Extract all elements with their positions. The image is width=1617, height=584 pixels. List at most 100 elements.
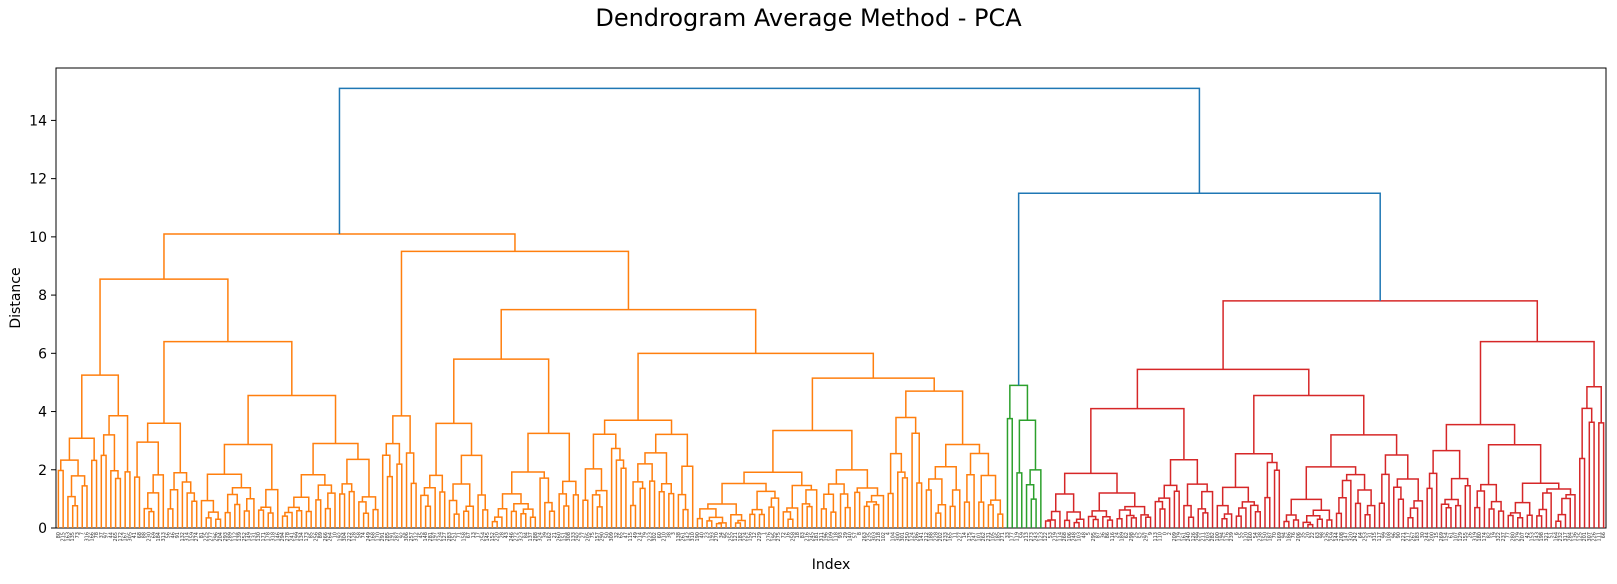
dendrogram-link bbox=[730, 514, 743, 528]
leaf-label: 174 bbox=[1482, 532, 1488, 542]
dendrogram-link bbox=[231, 486, 252, 499]
leaf-label: 1 bbox=[762, 532, 768, 535]
leaf-label: 78 bbox=[94, 532, 100, 538]
leaf-label: 63 bbox=[1315, 532, 1321, 538]
leaf-label: 255 bbox=[728, 532, 734, 542]
leaf-label: 25 bbox=[1134, 532, 1140, 538]
leaf-label: 11 bbox=[953, 532, 959, 538]
leaf-label: 184 bbox=[156, 532, 162, 542]
leaf-label: 163 bbox=[65, 532, 71, 542]
leaf-label: 303 bbox=[871, 532, 877, 542]
leaf-label: 314 bbox=[185, 532, 191, 542]
leaf-label: 83 bbox=[800, 532, 806, 538]
leaf-label: 272 bbox=[514, 532, 520, 542]
leaf-label: 60 bbox=[657, 532, 663, 538]
dendrogram-link bbox=[287, 506, 300, 513]
dendrogram-link bbox=[224, 511, 231, 528]
leaf-label: 210 bbox=[662, 532, 668, 542]
dendrogram-link bbox=[980, 474, 997, 503]
dendrogram-link bbox=[463, 510, 470, 528]
dendrogram-link bbox=[782, 511, 792, 528]
leaf-label: 220 bbox=[495, 532, 501, 542]
dendrogram-link bbox=[935, 512, 942, 528]
leaf-label: 250 bbox=[905, 532, 911, 542]
leaf-label: 281 bbox=[428, 532, 434, 542]
dendrogram-link bbox=[1253, 394, 1365, 454]
dendrogram-link bbox=[1145, 516, 1152, 528]
leaf-label: 260 bbox=[557, 532, 563, 542]
dendrogram-link bbox=[548, 510, 556, 528]
dendrogram-link bbox=[501, 493, 522, 509]
leaf-label: 204 bbox=[218, 532, 224, 542]
dendrogram-link bbox=[1241, 501, 1256, 509]
leaf-label: 222 bbox=[347, 532, 353, 542]
leaf-label: 226 bbox=[1592, 532, 1598, 542]
leaf-label: 197 bbox=[433, 532, 439, 542]
leaf-label: 267 bbox=[1410, 532, 1416, 542]
dendrogram-link bbox=[1517, 517, 1524, 528]
dendrogram-link bbox=[1526, 514, 1533, 528]
dendrogram-link bbox=[1075, 518, 1085, 528]
leaf-label: 15 bbox=[1434, 532, 1440, 538]
dendrogram-link bbox=[147, 492, 160, 528]
dendrogram-link bbox=[1357, 489, 1372, 506]
dendrogram-link bbox=[392, 415, 411, 453]
leaf-label: 254 bbox=[480, 532, 486, 542]
leaf-label: 194 bbox=[1220, 532, 1226, 542]
dendrogram-link bbox=[925, 489, 932, 528]
leaf-label: 44 bbox=[108, 532, 114, 538]
leaf-label: 87 bbox=[1096, 532, 1102, 538]
leaf-label: 219 bbox=[1053, 532, 1059, 542]
leaf-label: 262 bbox=[981, 532, 987, 542]
leaf-label: 136 bbox=[1573, 532, 1579, 542]
dendrogram-link bbox=[682, 508, 689, 528]
leaf-label: 153 bbox=[1530, 532, 1536, 542]
leaf-label: 128 bbox=[352, 532, 358, 542]
dendrogram-link bbox=[615, 459, 625, 528]
dendrogram-link bbox=[1305, 466, 1357, 500]
leaf-label: 21 bbox=[552, 532, 558, 538]
leaf-label: 247 bbox=[972, 532, 978, 542]
chart-title: Dendrogram Average Method - PCA bbox=[595, 4, 1022, 32]
leaf-label: 110 bbox=[1158, 532, 1164, 542]
leaf-label: 304 bbox=[342, 532, 348, 542]
leaf-label: 76 bbox=[1291, 532, 1297, 538]
leaf-label: 135 bbox=[70, 532, 76, 542]
dendrogram-link bbox=[385, 442, 401, 465]
leaf-label: 75 bbox=[590, 532, 596, 538]
leaf-label: 41 bbox=[132, 532, 138, 538]
dendrogram-link bbox=[949, 505, 956, 528]
leaf-label: 112 bbox=[232, 532, 238, 542]
dendrogram-link bbox=[844, 506, 851, 528]
leaf-label: 233 bbox=[943, 532, 949, 542]
dendrogram-link bbox=[596, 506, 603, 528]
leaf-label: 20 bbox=[1305, 532, 1311, 538]
dendrogram-link bbox=[951, 489, 961, 528]
leaf-label: 84 bbox=[523, 532, 529, 538]
leaf-label: 320 bbox=[1348, 532, 1354, 542]
leaf-label: 271 bbox=[1000, 532, 1006, 542]
dendrogram-link bbox=[1455, 504, 1462, 528]
leaf-label: 230 bbox=[147, 532, 153, 542]
leaf-label: 123 bbox=[1038, 532, 1044, 542]
leaf-label: 102 bbox=[881, 532, 887, 542]
dendrogram-link bbox=[67, 495, 76, 528]
leaf-label: 296 bbox=[213, 532, 219, 542]
leaf-label: 179 bbox=[1177, 532, 1183, 542]
dendrogram-link bbox=[1581, 407, 1593, 459]
leaf-label: 117 bbox=[1377, 532, 1383, 542]
leaf-labels: 8021516313573731616678379744265172167305… bbox=[56, 532, 1607, 542]
leaf-label: 266 bbox=[323, 532, 329, 542]
leaf-label: 307 bbox=[1587, 532, 1593, 542]
dendrogram-link bbox=[1266, 461, 1278, 498]
leaf-label: 82 bbox=[1487, 532, 1493, 538]
dendrogram-link bbox=[1557, 513, 1567, 528]
dendrogram-link bbox=[465, 505, 475, 528]
dendrogram-link bbox=[1055, 493, 1075, 513]
leaf-label: 261 bbox=[681, 532, 687, 542]
leaf-label: 17 bbox=[476, 532, 482, 538]
leaf-label: 34 bbox=[719, 532, 725, 538]
leaf-label: 268 bbox=[1062, 532, 1068, 542]
dendrogram-link bbox=[1063, 472, 1118, 495]
dendrogram-link bbox=[681, 465, 694, 528]
